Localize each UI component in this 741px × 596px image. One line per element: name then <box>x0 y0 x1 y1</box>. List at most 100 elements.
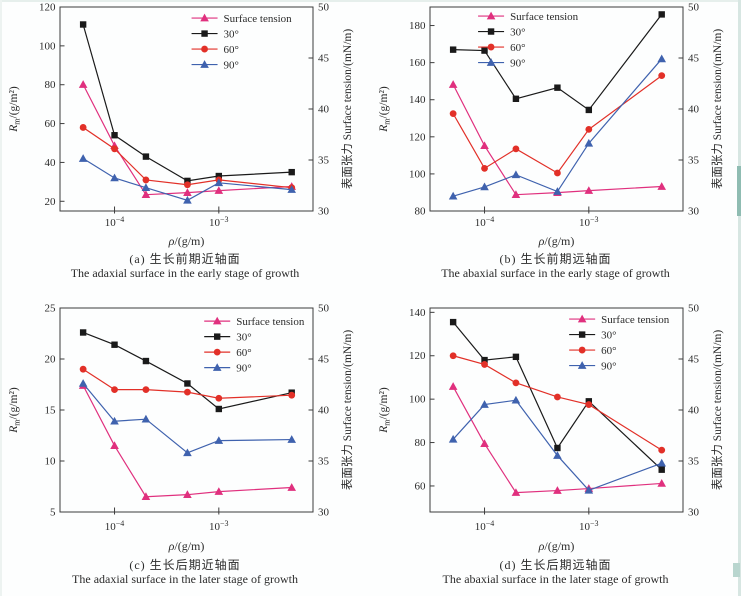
svg-text:120: 120 <box>39 2 56 14</box>
svg-text:60°: 60° <box>601 345 616 357</box>
svg-text:Surface tension: Surface tension <box>510 11 579 23</box>
svg-text:20: 20 <box>45 354 57 366</box>
caption-c-en: The adaxial surface in the later stage o… <box>72 572 298 586</box>
right-axis-title-b: 表面张力 Surface tension/(mN/m) <box>710 29 724 190</box>
series-b-2 <box>449 72 666 177</box>
series-d-2 <box>449 352 666 454</box>
caption-b-zh: (b) 生长前期远轴面 <box>499 252 612 266</box>
right-axis-title-d: 表面张力 Surface tension/(mN/m) <box>710 330 724 491</box>
chart-c-canvas: 5 10 15 20 25 30 35 40 45 50 10−4 10−3 ρ/(g/m) Rm/(g/… <box>8 303 354 554</box>
caption-b-en: The abaxial surface in the early stage o… <box>441 266 670 280</box>
svg-text:120: 120 <box>409 350 426 362</box>
series-b-1 <box>449 11 665 114</box>
x-axis-title-c: ρ/(g/m) <box>168 539 205 553</box>
series-a-3 <box>78 154 297 204</box>
svg-text:30°: 30° <box>510 26 525 38</box>
svg-text:50: 50 <box>318 303 330 315</box>
legend-d: Surface tension 30° 60° 90° <box>569 314 670 372</box>
svg-text:20: 20 <box>45 196 57 208</box>
svg-text:40: 40 <box>318 104 330 116</box>
series-a-1 <box>79 21 295 185</box>
svg-text:60°: 60° <box>236 347 251 359</box>
legend-a: Surface tension 30° 60° 90° <box>191 13 293 71</box>
svg-text:10−4: 10−4 <box>105 215 125 229</box>
series-b-3 <box>448 54 667 200</box>
series-b-0 <box>448 80 667 198</box>
svg-text:30: 30 <box>318 206 330 218</box>
svg-text:100: 100 <box>39 40 56 52</box>
caption-d: (d) 生长后期远轴面 The abaxial surface in the l… <box>370 558 741 586</box>
svg-text:Surface tension: Surface tension <box>224 13 293 25</box>
svg-text:35: 35 <box>318 155 330 167</box>
caption-d-en: The abaxial surface in the later stage o… <box>442 572 669 586</box>
svg-text:30°: 30° <box>601 329 616 341</box>
svg-text:60: 60 <box>415 480 427 492</box>
svg-text:40: 40 <box>318 405 330 417</box>
svg-text:35: 35 <box>688 155 700 167</box>
svg-text:40: 40 <box>688 104 700 116</box>
series-d-3 <box>448 395 667 494</box>
svg-text:100: 100 <box>409 168 426 180</box>
axes-c: 5 10 15 20 25 30 35 40 45 50 10−4 10−3 <box>45 303 330 534</box>
svg-text:35: 35 <box>688 456 700 468</box>
svg-text:50: 50 <box>318 2 330 14</box>
x-axis-title-a: ρ/(g/m) <box>168 234 205 248</box>
x-axis-title-b: ρ/(g/m) <box>538 234 575 248</box>
chart-b-canvas: 80 100 120 140 160 180 30 35 40 45 50 10−4 10−3 ρ/(g/… <box>378 2 724 249</box>
svg-text:50: 50 <box>688 303 700 315</box>
x-axis-title-d: ρ/(g/m) <box>538 539 575 553</box>
svg-text:10−3: 10−3 <box>579 519 599 533</box>
svg-text:30: 30 <box>688 507 700 519</box>
svg-text:100: 100 <box>409 394 426 406</box>
svg-text:10−4: 10−4 <box>475 215 495 229</box>
svg-text:10−4: 10−4 <box>105 519 125 533</box>
panel-d: 60 80 100 120 140 30 35 40 45 50 10−4 10−3 ρ/(g/m) Rm… <box>370 296 741 596</box>
svg-text:80: 80 <box>45 79 57 91</box>
svg-text:140: 140 <box>409 307 426 319</box>
svg-text:25: 25 <box>45 303 57 315</box>
series-c-1 <box>79 329 295 413</box>
svg-text:40: 40 <box>45 157 57 169</box>
svg-text:10−3: 10−3 <box>209 215 229 229</box>
series-c-3 <box>78 379 297 457</box>
axes-d: 60 80 100 120 140 30 35 40 45 50 10−4 10−3 <box>409 303 700 534</box>
svg-text:45: 45 <box>688 53 700 65</box>
left-axis-title-a: Rm/(g/m²) <box>8 86 22 133</box>
panel-b: 80 100 120 140 160 180 30 35 40 45 50 10−4 10−3 ρ/(g/… <box>370 0 741 296</box>
svg-text:35: 35 <box>318 456 330 468</box>
chart-d-canvas: 60 80 100 120 140 30 35 40 45 50 10−4 10−3 ρ/(g/m) Rm… <box>378 303 724 554</box>
svg-text:10−3: 10−3 <box>209 519 229 533</box>
svg-text:Surface tension: Surface tension <box>601 314 670 326</box>
svg-text:10−3: 10−3 <box>579 215 599 229</box>
svg-text:90°: 90° <box>224 59 239 71</box>
panel-c: 5 10 15 20 25 30 35 40 45 50 10−4 10−3 ρ/(g/m) Rm/(g/… <box>0 296 370 596</box>
svg-text:160: 160 <box>409 57 426 69</box>
caption-d-zh: (d) 生长后期远轴面 <box>499 558 612 572</box>
caption-c: (c) 生长后期近轴面 The adaxial surface in the l… <box>0 558 370 586</box>
svg-text:45: 45 <box>318 354 330 366</box>
chart-a-canvas: 20 40 60 80 100 120 30 35 40 45 50 10−4 10−3 ρ/(g/m) R… <box>8 2 354 249</box>
svg-text:50: 50 <box>688 2 700 14</box>
axes-b: 80 100 120 140 160 180 30 35 40 45 50 10−4 10−3 <box>409 2 700 230</box>
svg-text:30°: 30° <box>236 331 251 343</box>
caption-a-en: The adaxial surface in the early stage o… <box>70 266 300 280</box>
svg-text:10: 10 <box>45 456 57 468</box>
svg-text:30: 30 <box>318 507 330 519</box>
svg-text:80: 80 <box>415 206 427 218</box>
left-axis-title-c: Rm/(g/m²) <box>8 387 22 434</box>
svg-text:45: 45 <box>318 53 330 65</box>
svg-text:120: 120 <box>409 131 426 143</box>
left-axis-title-d: Rm/(g/m²) <box>378 387 392 434</box>
svg-text:90°: 90° <box>510 57 525 69</box>
caption-a: (a) 生长前期近轴面 The adaxial surface in the e… <box>0 252 370 280</box>
left-axis-title-b: Rm/(g/m²) <box>378 86 392 133</box>
right-axis-title-c: 表面张力 Surface tension/(mN/m) <box>340 330 354 491</box>
svg-text:80: 80 <box>415 437 427 449</box>
svg-text:90°: 90° <box>236 362 251 374</box>
panel-a: 20 40 60 80 100 120 30 35 40 45 50 10−4 10−3 ρ/(g/m) R… <box>0 0 370 296</box>
svg-text:60°: 60° <box>510 42 525 54</box>
svg-text:90°: 90° <box>601 360 616 372</box>
svg-text:60°: 60° <box>224 44 239 56</box>
legend-c: Surface tension 30° 60° 90° <box>204 316 305 374</box>
caption-c-zh: (c) 生长后期近轴面 <box>129 558 241 572</box>
